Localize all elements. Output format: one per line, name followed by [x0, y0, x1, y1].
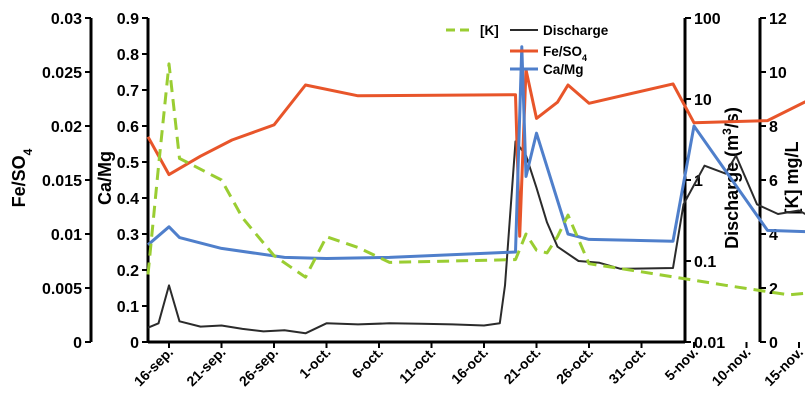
x-tick-label: 21-oct. [500, 344, 543, 387]
discharge-tick-label: 0.01 [694, 335, 725, 352]
legend-label-discharge: Discharge [543, 23, 609, 38]
ca-mg-tick-label: 0.8 [117, 47, 139, 64]
k-tick-label: 2 [769, 281, 778, 298]
ca-mg-tick-label: 0 [130, 335, 139, 352]
x-tick-label: 5-nov. [661, 344, 701, 384]
x-tick-label: 31-oct. [605, 344, 648, 387]
ca-mg-tick-label: 0.9 [117, 11, 139, 28]
k-tick-label: 8 [769, 119, 778, 136]
axes-layer: 0 0.005 0.01 0.015 0.02 0.025 0.03 0 0.1 0.2 0.3 0.… [42, 11, 805, 389]
fe-so4-series-line [146, 68, 805, 238]
k-series-line [146, 62, 805, 297]
x-tick-label: 11-oct. [396, 344, 439, 387]
ca-mg-tick-label: 0.3 [117, 227, 139, 244]
k-tick-label: 10 [769, 65, 787, 82]
ca-mg-tick-label: 0.1 [117, 299, 139, 316]
x-tick-label: 6-oct. [348, 344, 386, 382]
ca-mg-axis-title: Ca/Mg [95, 151, 115, 205]
legend-label-fe-so4: Fe/SO4 [543, 44, 587, 63]
ca-mg-series-line [147, 45, 805, 260]
x-tick-label: 21-sep. [183, 344, 228, 389]
k-axis-title: [K] mg/L [782, 142, 802, 215]
fe-so4-tick-label: 0.03 [51, 11, 82, 28]
k-tick-label: 4 [769, 227, 778, 244]
discharge-tick-label: 1 [694, 173, 703, 190]
discharge-tick-label: 100 [694, 11, 721, 28]
ca-mg-tick-label: 0.4 [117, 191, 139, 208]
series-layer [146, 45, 805, 335]
x-tick-label: 1-oct. [296, 344, 334, 382]
fe-so4-tick-label: 0.01 [51, 227, 82, 244]
x-tick-label: 15-nov. [761, 344, 805, 389]
fe-so4-axis-title: Fe/SO4 [9, 148, 35, 207]
k-tick-label: 6 [769, 173, 778, 190]
legend-label-k: [K] [480, 23, 499, 38]
x-tick-label: 26-oct. [553, 344, 596, 387]
x-tick-label: 16-oct. [448, 344, 491, 387]
ca-mg-tick-label: 0.5 [117, 155, 139, 172]
ca-mg-tick-label: 0.7 [117, 83, 139, 100]
fe-so4-tick-label: 0.015 [42, 173, 82, 190]
discharge-tick-label: 10 [694, 92, 712, 109]
fe-so4-tick-label: 0.025 [42, 65, 82, 82]
discharge-series-line [147, 140, 805, 335]
fe-so4-tick-label: 0.02 [51, 119, 82, 136]
k-tick-label: 0 [769, 335, 778, 352]
x-tick-label: 26-sep. [236, 344, 281, 389]
k-tick-label: 12 [769, 11, 787, 28]
legend-label-ca-mg: Ca/Mg [543, 62, 584, 77]
ca-mg-tick-label: 0.2 [117, 263, 139, 280]
fe-so4-tick-label: 0 [73, 335, 82, 352]
ca-mg-tick-label: 0.6 [117, 119, 139, 136]
fe-so4-tick-label: 0.005 [42, 281, 82, 298]
discharge-tick-label: 0.1 [694, 254, 716, 271]
